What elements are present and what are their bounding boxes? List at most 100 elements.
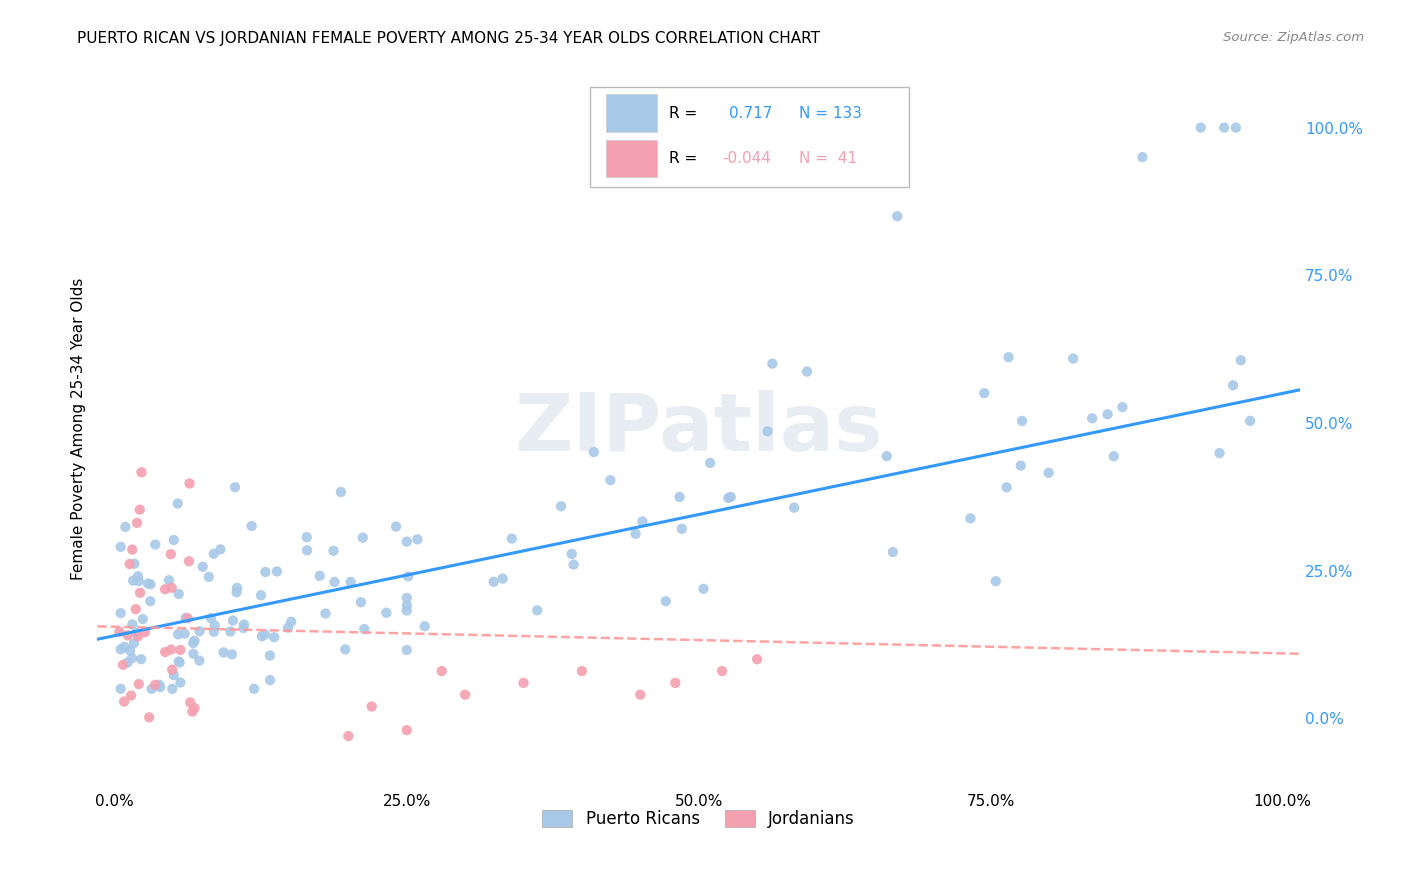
Point <box>128 574 150 588</box>
Point <box>169 656 191 670</box>
Point <box>550 500 572 514</box>
Point <box>668 490 690 504</box>
Point <box>112 657 135 672</box>
Point <box>129 586 152 600</box>
Point <box>162 681 184 696</box>
Point <box>1038 466 1060 480</box>
Point <box>183 633 205 648</box>
Point <box>222 614 245 628</box>
Point <box>127 569 149 583</box>
Point <box>250 588 273 602</box>
Point <box>512 676 534 690</box>
Point <box>179 476 201 491</box>
Point <box>114 520 136 534</box>
Point <box>277 621 299 635</box>
Point <box>188 654 211 668</box>
Point <box>149 680 172 694</box>
FancyBboxPatch shape <box>606 95 657 132</box>
Point <box>226 581 249 595</box>
Point <box>118 557 141 571</box>
Text: N =  41: N = 41 <box>799 151 856 166</box>
Point <box>492 572 515 586</box>
Point <box>209 542 232 557</box>
Point <box>110 642 132 657</box>
Point <box>628 688 651 702</box>
Point <box>110 606 132 620</box>
Point <box>959 511 981 525</box>
Point <box>127 629 149 643</box>
Point <box>259 648 281 663</box>
Point <box>183 701 205 715</box>
Point <box>1081 411 1104 425</box>
Point <box>143 537 166 551</box>
Point <box>200 611 222 625</box>
Point <box>482 574 505 589</box>
Text: R =: R = <box>669 151 697 166</box>
Point <box>138 710 160 724</box>
Point <box>128 502 150 516</box>
Point <box>221 648 243 662</box>
Point <box>117 628 139 642</box>
Point <box>143 678 166 692</box>
Point <box>110 681 132 696</box>
Point <box>177 554 200 568</box>
Point <box>124 557 146 571</box>
Point <box>599 473 621 487</box>
Point <box>191 559 214 574</box>
Point <box>179 695 201 709</box>
Point <box>1230 353 1253 368</box>
Y-axis label: Female Poverty Among 25-34 Year Olds: Female Poverty Among 25-34 Year Olds <box>72 277 86 580</box>
Point <box>761 357 783 371</box>
Point <box>783 500 806 515</box>
Point <box>350 595 373 609</box>
Point <box>720 490 742 504</box>
Text: -0.044: -0.044 <box>723 151 772 166</box>
Point <box>160 581 183 595</box>
Point <box>395 723 418 738</box>
Point <box>396 569 419 583</box>
Point <box>526 603 548 617</box>
Point <box>1097 407 1119 421</box>
Legend: Puerto Ricans, Jordanians: Puerto Ricans, Jordanians <box>536 804 862 835</box>
Point <box>163 533 186 547</box>
Point <box>997 350 1019 364</box>
Point <box>1208 446 1230 460</box>
Point <box>624 527 647 541</box>
Point <box>134 625 156 640</box>
Point <box>212 645 235 659</box>
Point <box>141 681 163 696</box>
Point <box>335 642 357 657</box>
Text: 0.717: 0.717 <box>728 106 772 120</box>
Point <box>157 573 180 587</box>
Point <box>253 627 276 641</box>
Point <box>1189 120 1212 135</box>
Point <box>121 542 143 557</box>
Point <box>148 678 170 692</box>
Point <box>110 540 132 554</box>
Point <box>125 516 148 530</box>
Point <box>181 705 204 719</box>
Point <box>323 574 346 589</box>
Point <box>395 591 418 605</box>
Point <box>166 496 188 510</box>
Point <box>181 636 204 650</box>
Point <box>122 574 145 588</box>
Point <box>183 647 205 661</box>
Point <box>112 694 135 708</box>
Point <box>1222 378 1244 392</box>
Point <box>1062 351 1084 366</box>
Point <box>314 607 336 621</box>
Point <box>395 643 418 657</box>
Point <box>160 547 183 561</box>
Point <box>167 587 190 601</box>
FancyBboxPatch shape <box>606 140 657 178</box>
Point <box>395 603 418 617</box>
Point <box>337 729 360 743</box>
Point <box>122 636 145 650</box>
Point <box>225 585 247 599</box>
Point <box>717 491 740 505</box>
Point <box>664 676 686 690</box>
Point <box>266 565 288 579</box>
Point <box>360 699 382 714</box>
Point <box>121 651 143 665</box>
